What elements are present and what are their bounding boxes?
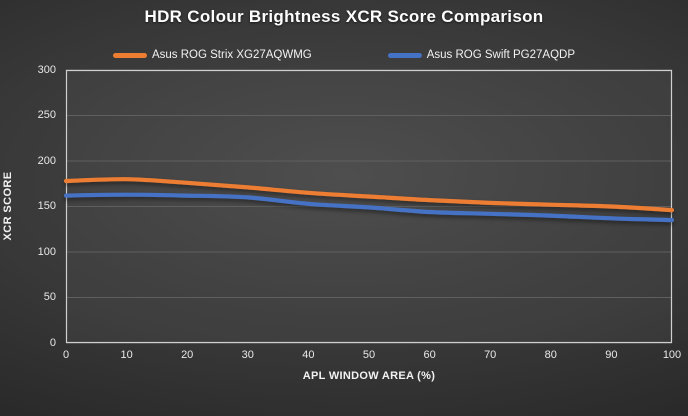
series-line-0: [63, 177, 675, 213]
x-tick-label: 90: [605, 349, 618, 361]
x-tick-label: 30: [241, 349, 254, 361]
y-tick-label: 0: [49, 336, 56, 349]
x-tick-label: 0: [62, 349, 70, 361]
chart-title: HDR Colour Brightness XCR Score Comparis…: [144, 7, 544, 26]
x-tick-label: 60: [423, 349, 436, 361]
y-tick-label: 100: [37, 245, 56, 258]
series-line-1: [63, 192, 675, 223]
y-tick-label: 200: [37, 154, 56, 167]
y-tick-label: 250: [37, 109, 56, 121]
x-tick-label: 40: [302, 349, 315, 361]
legend-line-swatch-blue: [387, 52, 422, 58]
plot-area: [63, 69, 675, 344]
x-tick-label: 100: [662, 349, 682, 361]
x-tick-label: 80: [544, 349, 557, 361]
y-tick-label: 150: [37, 200, 56, 212]
x-tick-label: 10: [120, 349, 133, 361]
legend-line-swatch-orange: [112, 52, 147, 58]
x-tick-label: 70: [484, 349, 497, 361]
plot-svg: [63, 69, 675, 344]
legend-label-strix: Asus ROG Strix XG27AQWMG: [151, 49, 312, 61]
x-axis-title: APL WINDOW AREA (%): [302, 370, 436, 382]
y-tick-label: 50: [43, 291, 56, 303]
legend-item-swift: Asus ROG Swift PG27AQDP: [387, 49, 575, 61]
legend: Asus ROG Strix XG27AQWMG Asus ROG Swift …: [0, 49, 688, 61]
legend-item-strix: Asus ROG Strix XG27AQWMG: [112, 49, 312, 61]
y-tick-label: 300: [37, 63, 56, 76]
x-tick-label: 20: [181, 349, 194, 361]
legend-label-swift: Asus ROG Swift PG27AQDP: [426, 49, 575, 61]
x-tick-label: 50: [362, 349, 376, 361]
